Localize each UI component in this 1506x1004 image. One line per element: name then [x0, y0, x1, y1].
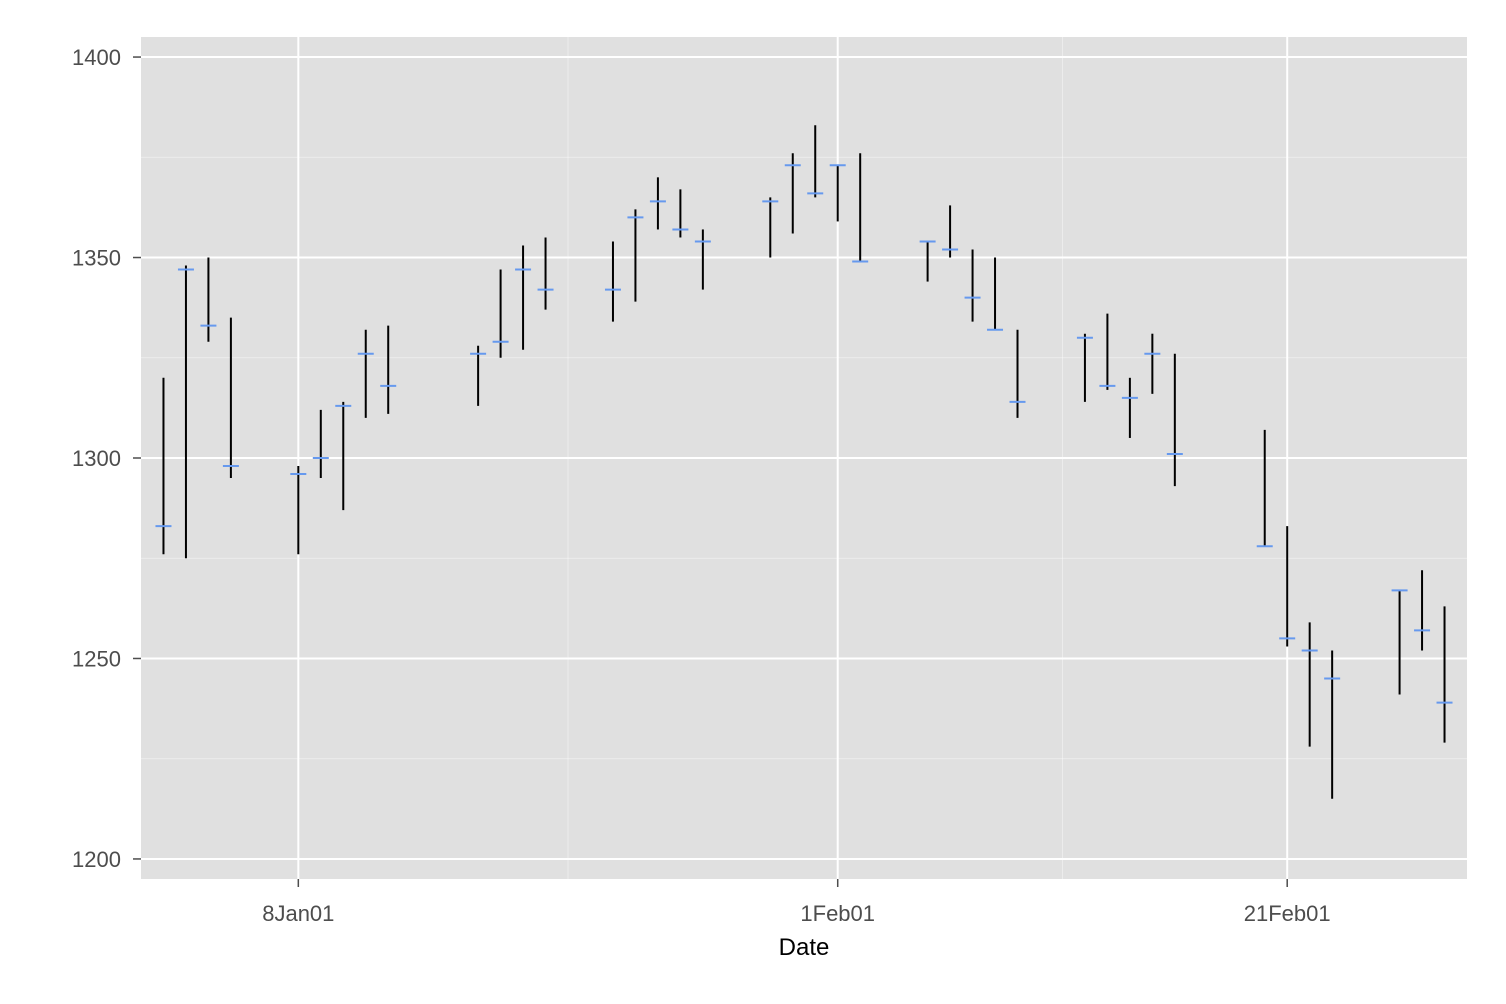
x-tick-label: 8Jan01 [262, 901, 334, 926]
x-axis: 8Jan01 1Feb01 21Feb01 [262, 879, 1331, 926]
major-gridlines [141, 37, 1467, 879]
x-tick-label: 1Feb01 [800, 901, 875, 926]
x-axis-title: Date [779, 934, 830, 961]
y-axis: 1200 1250 1300 1350 1400 [72, 45, 141, 872]
x-tick-label: 21Feb01 [1244, 901, 1331, 926]
price-marks [155, 125, 1453, 799]
y-tick-label: 1200 [72, 847, 121, 872]
y-tick-label: 1300 [72, 446, 121, 471]
y-tick-label: 1350 [72, 246, 121, 271]
y-tick-label: 1250 [72, 646, 121, 671]
y-tick-label: 1400 [72, 45, 121, 70]
